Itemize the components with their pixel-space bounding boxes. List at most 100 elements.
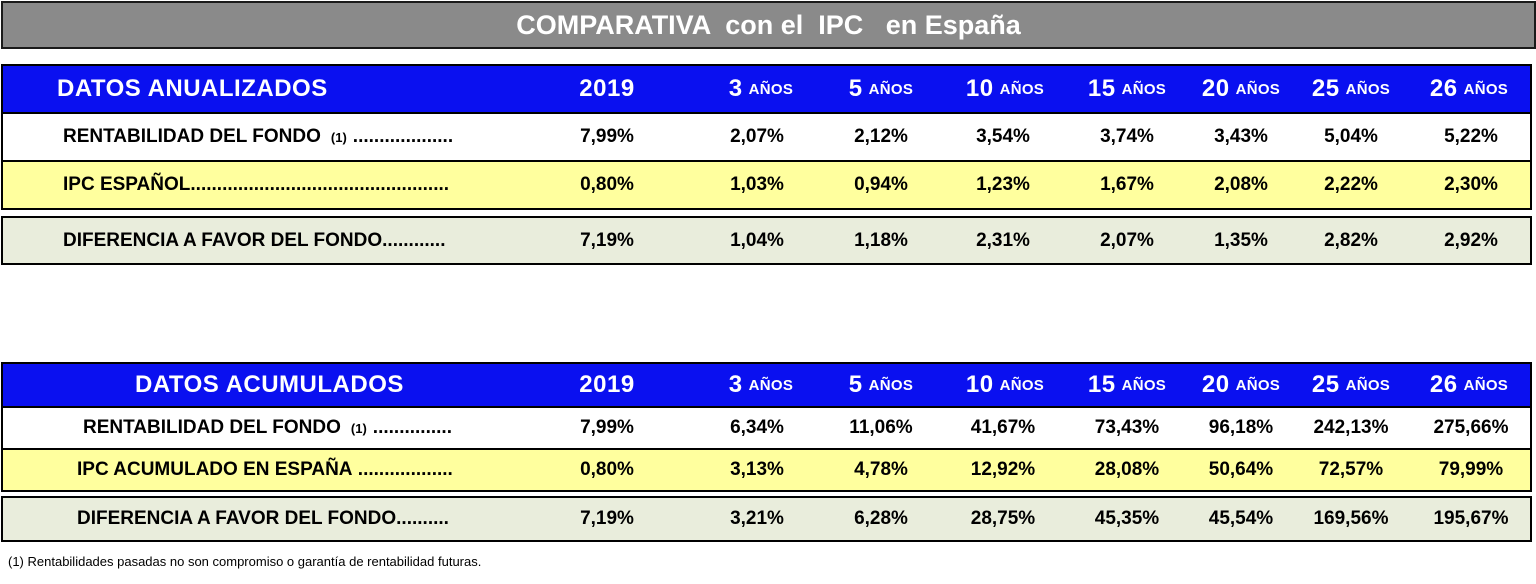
accumulated-heading: DATOS ACUMULADOS xyxy=(135,371,404,398)
col-header: 25 AÑOS xyxy=(1285,66,1417,112)
value-cell: 1,03% xyxy=(730,174,784,195)
value-cell: 2,92% xyxy=(1444,229,1498,251)
value-cell: 195,67% xyxy=(1433,508,1509,529)
value-cell: 4,78% xyxy=(854,459,908,480)
value-cell: 45,54% xyxy=(1208,508,1274,529)
col-header-unit: AÑOS xyxy=(1345,80,1391,98)
value-cell: 28,08% xyxy=(1094,459,1160,480)
col-header-num: 25 xyxy=(1311,371,1340,398)
value-cell: 1,67% xyxy=(1100,174,1154,195)
value-cell: 275,66% xyxy=(1433,417,1509,438)
table-row: DIFERENCIA A FAVOR DEL FONDO............… xyxy=(1,216,1532,265)
col-header-unit: AÑOS xyxy=(1463,376,1509,394)
value-cell: 0,94% xyxy=(854,174,908,195)
col-header: 20 AÑOS xyxy=(1175,66,1307,112)
value-cell: 41,67% xyxy=(970,417,1036,438)
value-cell: 5,04% xyxy=(1324,126,1378,147)
col-header-num: 3 xyxy=(728,75,743,102)
row-label-dots: .................. xyxy=(352,459,453,480)
value-cell: 3,74% xyxy=(1100,126,1154,147)
value-cell: 96,18% xyxy=(1208,417,1274,438)
row-label: IPC ESPAÑOL.............................… xyxy=(63,162,515,208)
col-header-unit: AÑOS xyxy=(999,376,1045,394)
col-header: 20 AÑOS xyxy=(1175,364,1307,406)
col-header: 3 AÑOS xyxy=(695,66,827,112)
value-cell: 2,31% xyxy=(976,229,1030,251)
col-header-num: 10 xyxy=(965,371,994,398)
row-label-text: DIFERENCIA A FAVOR DEL FONDO xyxy=(63,229,383,251)
col-header: 25 AÑOS xyxy=(1285,364,1417,406)
col-header-unit: AÑOS xyxy=(1235,376,1281,394)
row-label-text: RENTABILIDAD DEL FONDO xyxy=(83,417,341,438)
value-cell: 242,13% xyxy=(1313,417,1389,438)
row-label-text: IPC ACUMULADO EN ESPAÑA xyxy=(77,459,353,480)
col-header-unit: AÑOS xyxy=(868,376,914,394)
row-label-dots: .......... xyxy=(396,508,449,529)
footnote: (1) Rentabilidades pasadas no son compro… xyxy=(8,554,482,569)
annualized-heading: DATOS ANUALIZADOS xyxy=(57,75,328,102)
col-header-num: 26 xyxy=(1429,371,1458,398)
value-cell: 3,21% xyxy=(730,508,784,529)
col-header-unit: AÑOS xyxy=(868,80,914,98)
value-cell: 12,92% xyxy=(970,459,1036,480)
value-cell: 7,99% xyxy=(580,417,634,438)
value-cell: 1,04% xyxy=(730,229,784,251)
col-header-unit: AÑOS xyxy=(1463,80,1509,98)
row-label-dots: ............ xyxy=(382,229,446,251)
col-header: 2019 xyxy=(551,364,663,406)
row-label-note: (1) xyxy=(350,420,367,436)
row-label: IPC ACUMULADO EN ESPAÑA ................… xyxy=(77,450,515,490)
value-cell: 6,34% xyxy=(730,417,784,438)
col-header: 26 AÑOS xyxy=(1403,66,1535,112)
row-label-dots: ................... xyxy=(352,126,454,147)
col-header: 2019 xyxy=(551,66,663,112)
value-cell: 2,12% xyxy=(854,126,908,147)
col-header-num: 20 xyxy=(1201,75,1230,102)
col-header-num: 3 xyxy=(728,371,743,398)
value-cell: 2,07% xyxy=(1100,229,1154,251)
value-cell: 2,22% xyxy=(1324,174,1378,195)
col-header-num: 5 xyxy=(848,371,863,398)
row-label-note: (1) xyxy=(330,129,347,145)
col-header: 15 AÑOS xyxy=(1061,66,1193,112)
value-cell: 2,30% xyxy=(1444,174,1498,195)
col-header-num: 10 xyxy=(965,75,994,102)
col-header-num: 5 xyxy=(848,75,863,102)
col-header-unit: AÑOS xyxy=(1235,80,1281,98)
col-header-unit: AÑOS xyxy=(1121,80,1167,98)
value-cell: 0,80% xyxy=(580,174,634,195)
value-cell: 72,57% xyxy=(1318,459,1384,480)
value-cell: 11,06% xyxy=(849,417,913,438)
col-header-num: 26 xyxy=(1429,75,1458,102)
col-header: 5 AÑOS xyxy=(815,66,947,112)
table-row: IPC ESPAÑOL.............................… xyxy=(1,160,1532,210)
value-cell: 79,99% xyxy=(1438,459,1504,480)
value-cell: 7,99% xyxy=(580,126,634,147)
col-header-num: 2019 xyxy=(579,371,635,398)
value-cell: 73,43% xyxy=(1094,417,1160,438)
row-label: RENTABILIDAD DEL FONDO (1)............... xyxy=(83,408,515,448)
row-label-text: DIFERENCIA A FAVOR DEL FONDO xyxy=(77,508,397,529)
value-cell: 7,19% xyxy=(580,508,634,529)
table-row: RENTABILIDAD DEL FONDO (1)...............… xyxy=(1,112,1532,162)
row-label-dots: ............... xyxy=(372,417,452,438)
col-header: 3 AÑOS xyxy=(695,364,827,406)
row-label-dots: ........................................… xyxy=(190,174,450,195)
value-cell: 3,13% xyxy=(730,459,784,480)
value-cell: 0,80% xyxy=(580,459,634,480)
table-row: IPC ACUMULADO EN ESPAÑA ................… xyxy=(1,448,1532,492)
value-cell: 45,35% xyxy=(1094,508,1160,529)
col-header-unit: AÑOS xyxy=(1121,376,1167,394)
value-cell: 1,35% xyxy=(1214,229,1268,251)
col-header-num: 20 xyxy=(1201,371,1230,398)
col-header-num: 15 xyxy=(1087,75,1116,102)
col-header: 15 AÑOS xyxy=(1061,364,1193,406)
col-header: 10 AÑOS xyxy=(939,364,1071,406)
value-cell: 3,43% xyxy=(1214,126,1268,147)
value-cell: 7,19% xyxy=(580,229,634,251)
accumulated-header-row: DATOS ACUMULADOS 2019 3 AÑOS 5 AÑOS 10 AÑOS… xyxy=(1,362,1532,408)
col-header: 26 AÑOS xyxy=(1403,364,1535,406)
col-header-unit: AÑOS xyxy=(748,376,794,394)
value-cell: 1,23% xyxy=(976,174,1030,195)
value-cell: 28,75% xyxy=(970,508,1036,529)
